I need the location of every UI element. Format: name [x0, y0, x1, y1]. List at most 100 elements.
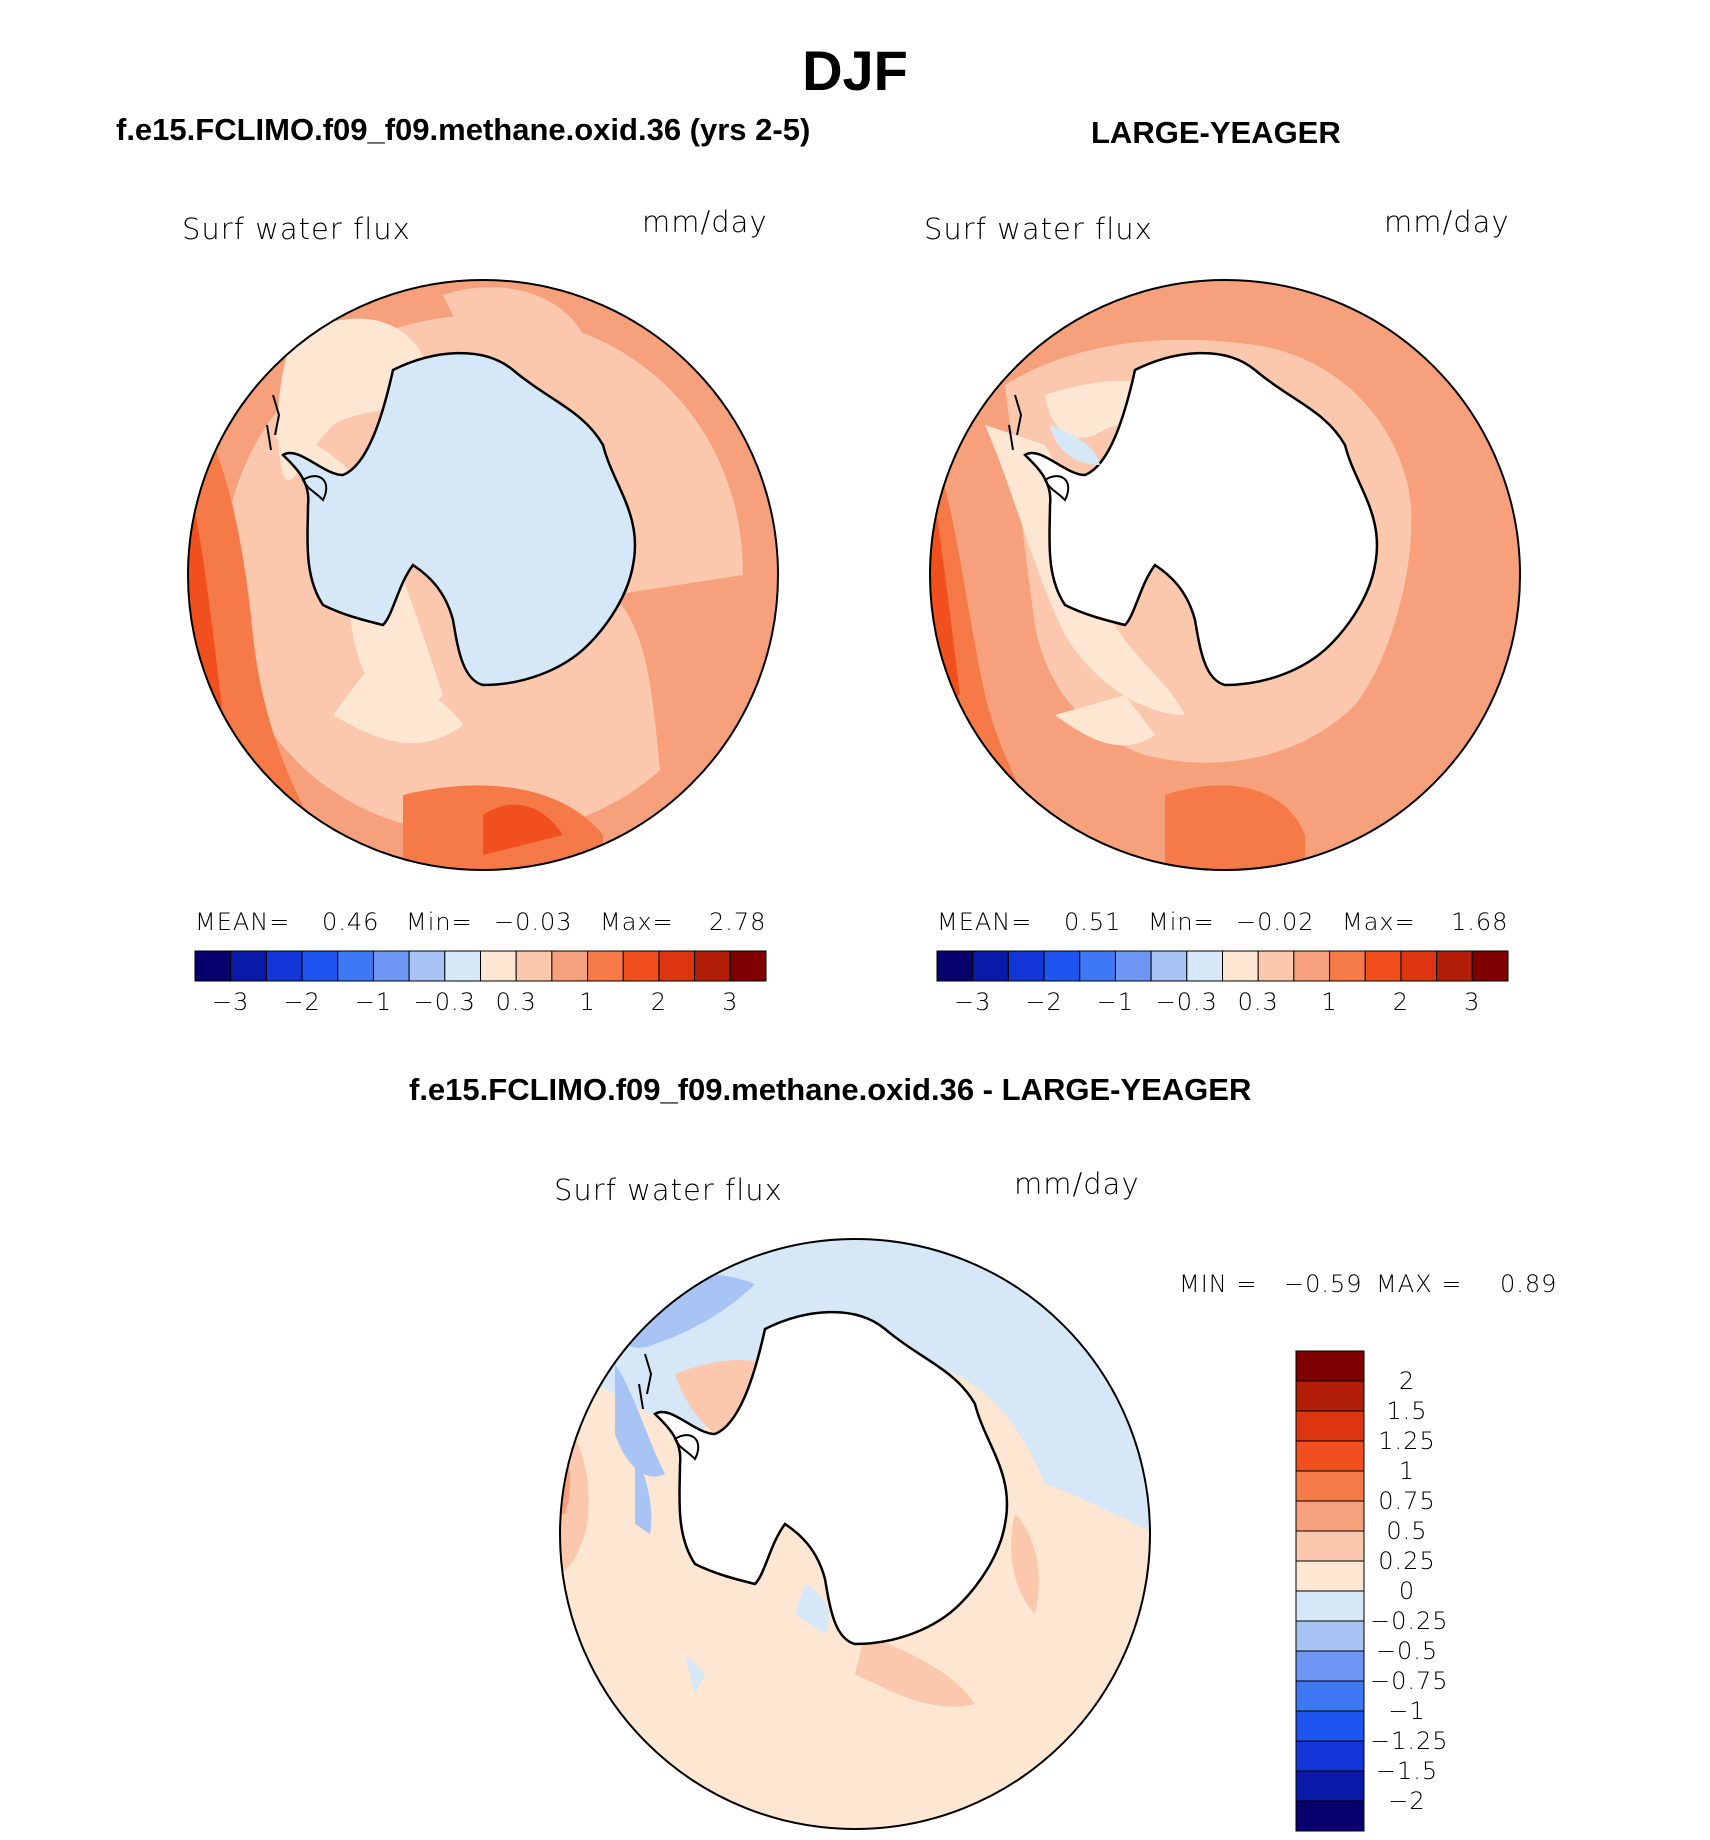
panel1-max-value: 2.78 — [709, 908, 767, 936]
colorbar-tick-label: 2 — [650, 988, 668, 1016]
colorbar-swatch — [1295, 1740, 1365, 1772]
colorbar-tick-label: −1 — [1096, 988, 1135, 1016]
panel3-title: f.e15.FCLIMO.f09_f09.methane.oxid.36 - L… — [409, 1072, 1252, 1107]
colorbar-tick-label: 2 — [1392, 988, 1410, 1016]
colorbar-tick-label: 0.75 — [1378, 1487, 1436, 1515]
colorbar-swatch — [1295, 1380, 1365, 1412]
colorbar-tick-label: 3 — [722, 988, 739, 1016]
panel1-mean-label: MEAN= — [195, 908, 291, 936]
panel1-max-label: Max= — [600, 908, 674, 936]
panel2-mean-label: MEAN= — [937, 908, 1033, 936]
panel3-map — [559, 1238, 1151, 1830]
colorbar-top-left — [194, 950, 767, 982]
colorbar-tick-label: −3 — [953, 988, 992, 1016]
colorbar-swatch — [1295, 1410, 1365, 1442]
colorbar-swatch — [1295, 1530, 1365, 1562]
colorbar-swatch — [658, 950, 696, 982]
colorbar-tick-label: 1 — [1398, 1457, 1416, 1485]
panel3-units: mm/day — [1014, 1167, 1140, 1201]
colorbar-tick-label: −2 — [1025, 988, 1063, 1016]
colorbar-tick-label: −1 — [354, 988, 393, 1016]
colorbar-swatch — [1400, 950, 1438, 982]
figure-title: DJF — [802, 39, 908, 102]
panel3-min-value: −0.59 — [1284, 1270, 1363, 1298]
colorbar-tick-label: −2 — [283, 988, 321, 1016]
panel2-min-value: −0.02 — [1236, 908, 1315, 936]
colorbar-tick-label: 3 — [1464, 988, 1481, 1016]
colorbar-tick-label: 0.25 — [1378, 1547, 1436, 1575]
colorbar-swatch — [1436, 950, 1473, 982]
colorbar-swatch — [1329, 950, 1366, 982]
panel3-max-label: MAX = — [1376, 1270, 1463, 1298]
colorbar-swatch — [1114, 950, 1152, 982]
colorbar-tick-label: 1.25 — [1378, 1427, 1436, 1455]
colorbar-swatch — [1079, 950, 1116, 982]
panel3-variable: Surf water flux — [554, 1173, 783, 1207]
colorbar-tick-label: −0.5 — [1375, 1637, 1439, 1665]
colorbar-swatch — [372, 950, 410, 982]
colorbar-swatch — [1295, 1350, 1365, 1382]
colorbar-swatch — [1222, 950, 1259, 982]
colorbar-swatch — [1043, 950, 1081, 982]
colorbar-swatch — [1295, 1650, 1365, 1682]
colorbar-swatch — [694, 950, 731, 982]
colorbar-swatch — [1257, 950, 1295, 982]
colorbar-swatch — [1295, 1560, 1365, 1592]
panel2-max-value: 1.68 — [1451, 908, 1509, 936]
panel2-max-label: Max= — [1342, 908, 1416, 936]
colorbar-swatch — [972, 950, 1009, 982]
colorbar-swatch — [301, 950, 339, 982]
colorbar-swatch — [1293, 950, 1331, 982]
colorbar-swatch — [194, 950, 232, 982]
panel1-map — [187, 279, 779, 871]
panel2-min-label: Min= — [1148, 908, 1215, 936]
colorbar-swatch — [1295, 1470, 1365, 1502]
colorbar-tick-label: −2 — [1388, 1787, 1426, 1815]
panel3-min-label: MIN = — [1179, 1270, 1258, 1298]
colorbar-tick-label: 1.5 — [1386, 1397, 1428, 1425]
colorbar-swatch — [622, 950, 660, 982]
colorbar-tick-label: −0.3 — [1155, 988, 1218, 1016]
colorbar-tick-label: 0.5 — [1386, 1517, 1428, 1545]
colorbar-swatch — [1150, 950, 1188, 982]
colorbar-tick-label: −0.25 — [1370, 1607, 1449, 1635]
panel1-min-label: Min= — [406, 908, 473, 936]
colorbar-swatch — [337, 950, 374, 982]
colorbar-swatch — [1295, 1710, 1365, 1742]
colorbar-swatch — [936, 950, 974, 982]
colorbar-swatch — [230, 950, 267, 982]
colorbar-tick-label: −0.75 — [1370, 1667, 1449, 1695]
colorbar-swatch — [1295, 1770, 1365, 1802]
colorbar-tick-label: 1 — [579, 988, 596, 1016]
colorbar-swatch — [1295, 1800, 1365, 1832]
panel1-title: f.e15.FCLIMO.f09_f09.methane.oxid.36 (yr… — [116, 112, 811, 147]
colorbar-swatch — [1007, 950, 1045, 982]
colorbar-swatch — [1295, 1620, 1365, 1652]
colorbar-swatch — [1471, 950, 1509, 982]
colorbar-swatch — [515, 950, 553, 982]
colorbar-tick-label: −0.3 — [413, 988, 476, 1016]
panel2-title: LARGE-YEAGER — [1091, 115, 1341, 150]
colorbar-swatch — [587, 950, 624, 982]
panel1-units: mm/day — [642, 205, 768, 239]
colorbar-tick-label: −1 — [1388, 1697, 1426, 1725]
colorbar-tick-label: −1.5 — [1375, 1757, 1439, 1785]
colorbar-swatch — [729, 950, 767, 982]
colorbar-swatch — [551, 950, 589, 982]
colorbar-swatch — [408, 950, 446, 982]
colorbar-tick-label: −1.25 — [1370, 1727, 1449, 1755]
colorbar-swatch — [265, 950, 303, 982]
colorbar-swatch — [1295, 1500, 1365, 1532]
panel3-max-value: 0.89 — [1500, 1270, 1558, 1298]
panel2-variable: Surf water flux — [924, 212, 1153, 246]
colorbar-difference — [1295, 1350, 1365, 1832]
panel1-variable: Surf water flux — [182, 212, 411, 246]
colorbar-swatch — [1364, 950, 1402, 982]
panel1-min-value: −0.03 — [494, 908, 573, 936]
colorbar-tick-label: 2 — [1398, 1367, 1416, 1395]
colorbar-swatch — [444, 950, 481, 982]
colorbar-top-right — [936, 950, 1509, 982]
colorbar-swatch — [1186, 950, 1223, 982]
panel2-mean-value: 0.51 — [1064, 908, 1122, 936]
colorbar-swatch — [480, 950, 517, 982]
